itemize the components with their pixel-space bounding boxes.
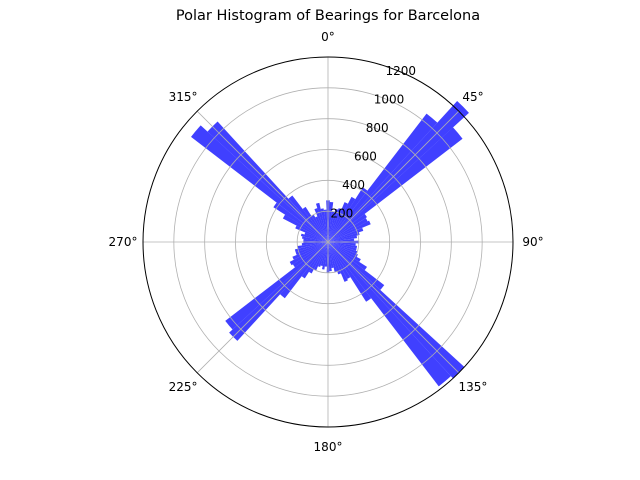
histogram-bar bbox=[328, 196, 356, 242]
histogram-bar bbox=[273, 202, 328, 242]
histogram-bar bbox=[328, 242, 357, 251]
histogram-bar bbox=[328, 242, 358, 254]
chart-title: Polar Histogram of Bearings for Barcelon… bbox=[175, 8, 481, 24]
angular-gridline bbox=[327, 241, 460, 374]
histogram-bar bbox=[295, 242, 328, 255]
histogram-bar bbox=[328, 242, 338, 273]
histogram-bar bbox=[323, 209, 328, 242]
histogram-bar bbox=[191, 125, 328, 242]
histogram-bar bbox=[301, 242, 328, 246]
angular-tick-label: 0° bbox=[321, 30, 335, 44]
histogram-bar bbox=[328, 113, 438, 242]
histogram-bar bbox=[297, 242, 328, 249]
histogram-bar bbox=[328, 242, 334, 268]
histogram-bar bbox=[320, 208, 328, 242]
histogram-bar bbox=[294, 242, 328, 253]
histogram-bar bbox=[315, 216, 328, 242]
histogram-bar bbox=[292, 242, 328, 260]
angular-gridline bbox=[327, 110, 460, 243]
histogram-bar bbox=[308, 242, 328, 274]
histogram-bar bbox=[328, 242, 372, 302]
histogram-bar bbox=[328, 238, 355, 242]
histogram-bar bbox=[328, 242, 341, 275]
histogram-bar bbox=[303, 238, 328, 242]
histogram-bar bbox=[328, 202, 348, 242]
histogram-bar bbox=[313, 242, 328, 271]
histogram-bar bbox=[225, 242, 328, 330]
histogram-bar bbox=[301, 242, 328, 279]
radial-tick-labels: 200 400 600 800 1000 1200 bbox=[330, 64, 416, 220]
histogram-bar bbox=[328, 127, 463, 242]
histogram-bar bbox=[321, 242, 328, 270]
angular-tick-label: 180° bbox=[314, 440, 343, 454]
histogram-bar bbox=[328, 242, 358, 257]
radial-tick-label: 600 bbox=[354, 150, 377, 164]
histogram-bar bbox=[328, 242, 351, 279]
angular-tick-label: 225° bbox=[169, 380, 198, 394]
histogram-bar bbox=[328, 217, 368, 242]
angular-tick-label: 45° bbox=[462, 90, 483, 104]
histogram-bar bbox=[328, 242, 385, 290]
radial-tick-label: 200 bbox=[330, 207, 353, 221]
histogram-bar bbox=[302, 206, 328, 242]
histogram-bar bbox=[300, 233, 328, 242]
angular-tick-label: 135° bbox=[459, 380, 488, 394]
histogram-bar bbox=[311, 214, 328, 242]
angular-tick-labels: 0° 45° 90° 135° 180° 225° 270° 315° bbox=[109, 30, 544, 454]
histogram-bar bbox=[328, 187, 368, 242]
radial-tick-label: 1000 bbox=[374, 93, 405, 107]
histogram-bar bbox=[328, 227, 364, 242]
histogram-bar bbox=[328, 242, 368, 271]
histogram-bar bbox=[328, 208, 339, 242]
histogram-bar bbox=[280, 242, 328, 299]
polar-frame bbox=[142, 56, 514, 428]
radial-tick-label: 800 bbox=[366, 121, 389, 135]
histogram-bar bbox=[317, 242, 328, 267]
radial-tick-label: 400 bbox=[342, 178, 365, 192]
angular-tick-label: 315° bbox=[169, 90, 198, 104]
histogram-bar bbox=[304, 232, 328, 242]
histogram-bar bbox=[328, 220, 371, 242]
histogram-bar bbox=[328, 232, 360, 242]
histogram-bar bbox=[282, 214, 328, 242]
histogram-bar bbox=[328, 242, 348, 282]
histogram-bar bbox=[328, 208, 342, 242]
angular-gridline bbox=[196, 241, 329, 374]
histogram-bar bbox=[328, 213, 368, 242]
histogram-bar bbox=[292, 242, 328, 268]
histogram-bar bbox=[295, 225, 328, 242]
histogram-bar bbox=[328, 235, 358, 242]
grid-layer bbox=[142, 56, 514, 428]
radial-tick-label: 1200 bbox=[386, 64, 417, 78]
histogram-bar bbox=[320, 242, 328, 267]
histogram-bar bbox=[328, 201, 334, 242]
angular-gridline bbox=[196, 110, 329, 243]
histogram-bar bbox=[328, 242, 332, 272]
histogram-bar bbox=[302, 236, 328, 242]
histogram-bar bbox=[328, 242, 358, 249]
histogram-bar bbox=[314, 208, 328, 242]
histogram-bar bbox=[328, 242, 356, 246]
histogram-bar bbox=[328, 211, 335, 242]
angular-tick-label: 90° bbox=[522, 235, 543, 249]
histogram-bar bbox=[328, 242, 451, 387]
histogram-bar bbox=[324, 242, 328, 267]
angular-tick-label: 270° bbox=[109, 235, 138, 249]
histogram-bar bbox=[289, 242, 328, 266]
histogram-bar bbox=[328, 242, 361, 262]
